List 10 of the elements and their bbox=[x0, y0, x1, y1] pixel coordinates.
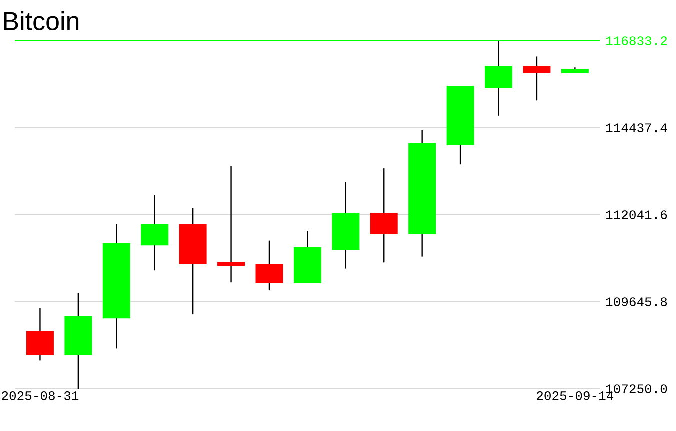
y-tick-label: 114437.4 bbox=[606, 124, 668, 132]
y-tick-label: 116833.2 bbox=[606, 36, 668, 46]
chart-title: Bitcoin bbox=[4, 11, 79, 31]
candlestick bbox=[523, 56, 551, 102]
x-tick-label: 2025-09-14 bbox=[537, 392, 614, 400]
candlestick bbox=[218, 165, 246, 284]
y-tick-label: 107250.0 bbox=[606, 384, 668, 394]
y-tick-label: 109645.8 bbox=[606, 298, 668, 306]
x-tick-label: 2025-08-31 bbox=[2, 392, 79, 400]
y-tick-label: 112041.6 bbox=[606, 210, 668, 220]
